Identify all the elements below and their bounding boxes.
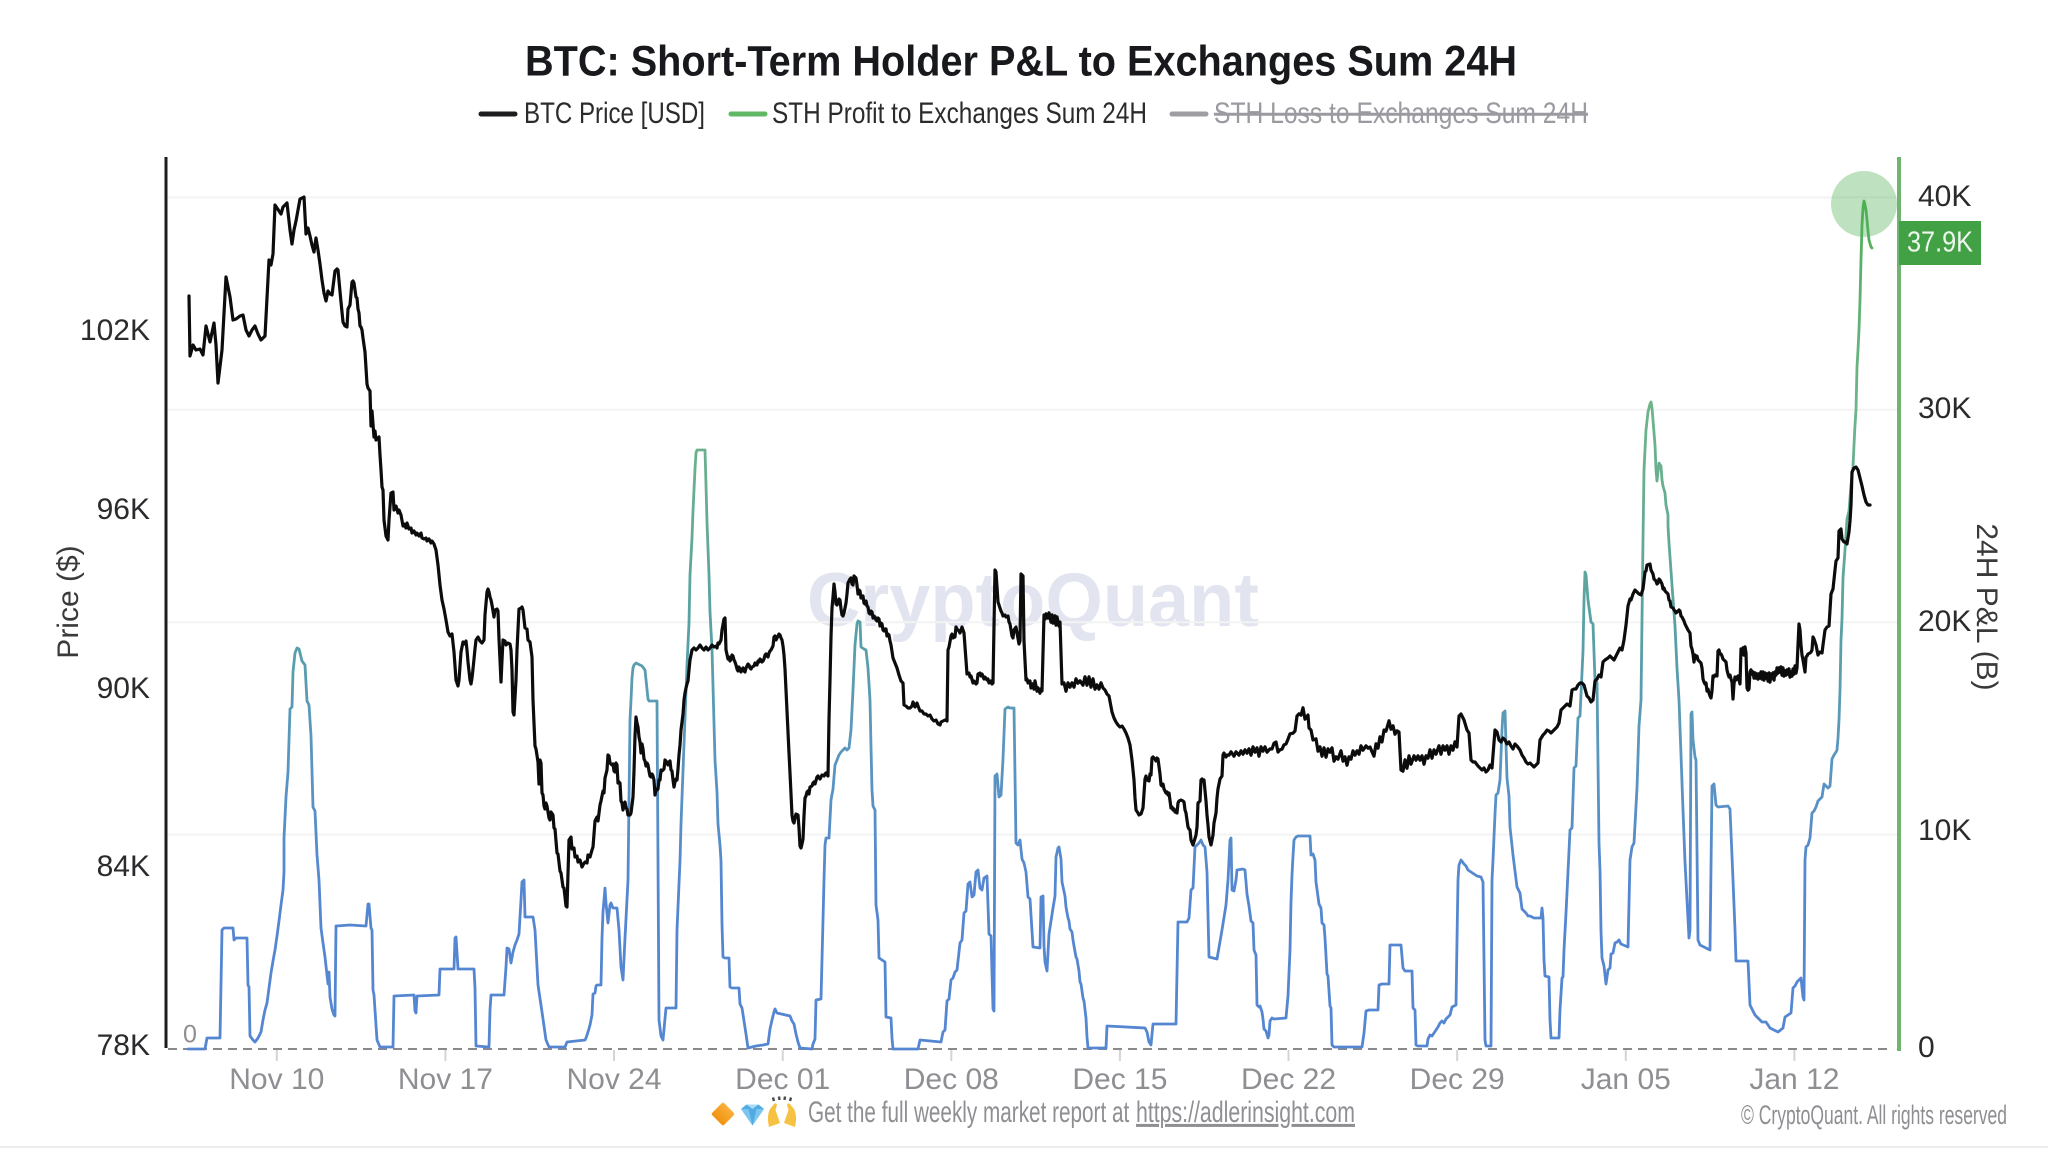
svg-text:Nov 10: Nov 10 <box>229 1063 324 1096</box>
svg-text:BTC: Short-Term Holder P&L to: BTC: Short-Term Holder P&L to Exchanges … <box>525 37 1517 85</box>
svg-text:CryptoQuant: CryptoQuant <box>807 558 1259 643</box>
svg-text:Nov 17: Nov 17 <box>398 1063 493 1096</box>
svg-text:Dec 29: Dec 29 <box>1410 1063 1505 1096</box>
svg-text:40K: 40K <box>1918 180 1971 213</box>
svg-text:Price ($): Price ($) <box>52 545 85 658</box>
svg-text:https://adlerinsight.com: https://adlerinsight.com <box>1136 1096 1355 1129</box>
svg-text:STH Profit to Exchanges Sum 24: STH Profit to Exchanges Sum 24H <box>772 97 1147 130</box>
svg-text:10K: 10K <box>1918 814 1971 847</box>
svg-text:Dec 08: Dec 08 <box>904 1063 999 1096</box>
svg-text:STH Loss to Exchanges Sum 24H: STH Loss to Exchanges Sum 24H <box>1214 97 1588 130</box>
svg-text:30K: 30K <box>1918 392 1971 425</box>
svg-text:Jan 12: Jan 12 <box>1749 1063 1839 1096</box>
svg-text:Dec 15: Dec 15 <box>1072 1063 1167 1096</box>
svg-text:Dec 01: Dec 01 <box>735 1063 830 1096</box>
svg-text:90K: 90K <box>97 672 150 705</box>
svg-text:© CryptoQuant. All rights rese: © CryptoQuant. All rights reserved <box>1741 1100 2007 1130</box>
svg-text:96K: 96K <box>97 493 150 526</box>
svg-text:Dec 22: Dec 22 <box>1241 1063 1336 1096</box>
svg-text:0: 0 <box>1918 1031 1935 1064</box>
svg-text:BTC Price [USD]: BTC Price [USD] <box>524 97 705 130</box>
svg-text:102K: 102K <box>80 314 150 347</box>
svg-text:Nov 24: Nov 24 <box>566 1063 661 1096</box>
svg-text:Get the full weekly market rep: Get the full weekly market report at <box>808 1096 1135 1129</box>
svg-text:24H P&L (B): 24H P&L (B) <box>1970 523 2003 690</box>
svg-text:37.9K: 37.9K <box>1907 227 1974 259</box>
svg-text:84K: 84K <box>97 850 150 883</box>
svg-text:78K: 78K <box>97 1029 150 1062</box>
svg-text:0: 0 <box>183 1021 197 1049</box>
svg-text:Jan 05: Jan 05 <box>1581 1063 1671 1096</box>
svg-text:20K: 20K <box>1918 605 1971 638</box>
